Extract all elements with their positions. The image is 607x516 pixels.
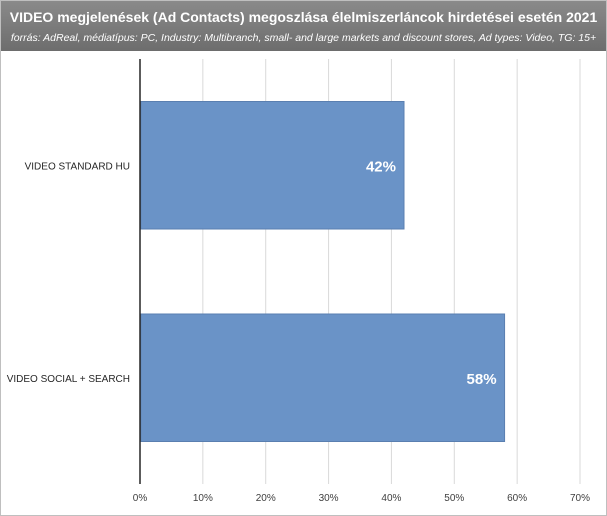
data-label: 58% [467,371,497,388]
x-tick-label: 20% [256,493,276,504]
bars [140,101,506,442]
title-bar: VIDEO megjelenések (Ad Contacts) megoszl… [1,1,606,51]
x-tick-label: 70% [570,493,590,504]
x-tick-label: 30% [319,493,339,504]
x-tick-label: 40% [381,493,401,504]
x-tick-label: 0% [133,493,148,504]
bar [140,101,405,230]
chart-title: VIDEO megjelenések (Ad Contacts) megoszl… [9,9,598,25]
chart-subtitle: forrás: AdReal, médiatípus: PC, Industry… [10,32,597,44]
data-labels: 42% 58% [366,158,497,388]
data-label: 42% [366,158,396,175]
category-label: VIDEO SOCIAL + SEARCH [7,374,130,385]
category-labels: VIDEO STANDARD HU VIDEO SOCIAL + SEARCH [7,161,130,385]
x-tick-label: 10% [193,493,213,504]
x-tick-label: 60% [507,493,527,504]
x-tick-label: 50% [444,493,464,504]
category-label: VIDEO STANDARD HU [25,161,130,172]
x-tick-labels: 0% 10% 20% 30% 40% 50% 60% 70% [133,493,590,504]
bar [140,313,506,442]
